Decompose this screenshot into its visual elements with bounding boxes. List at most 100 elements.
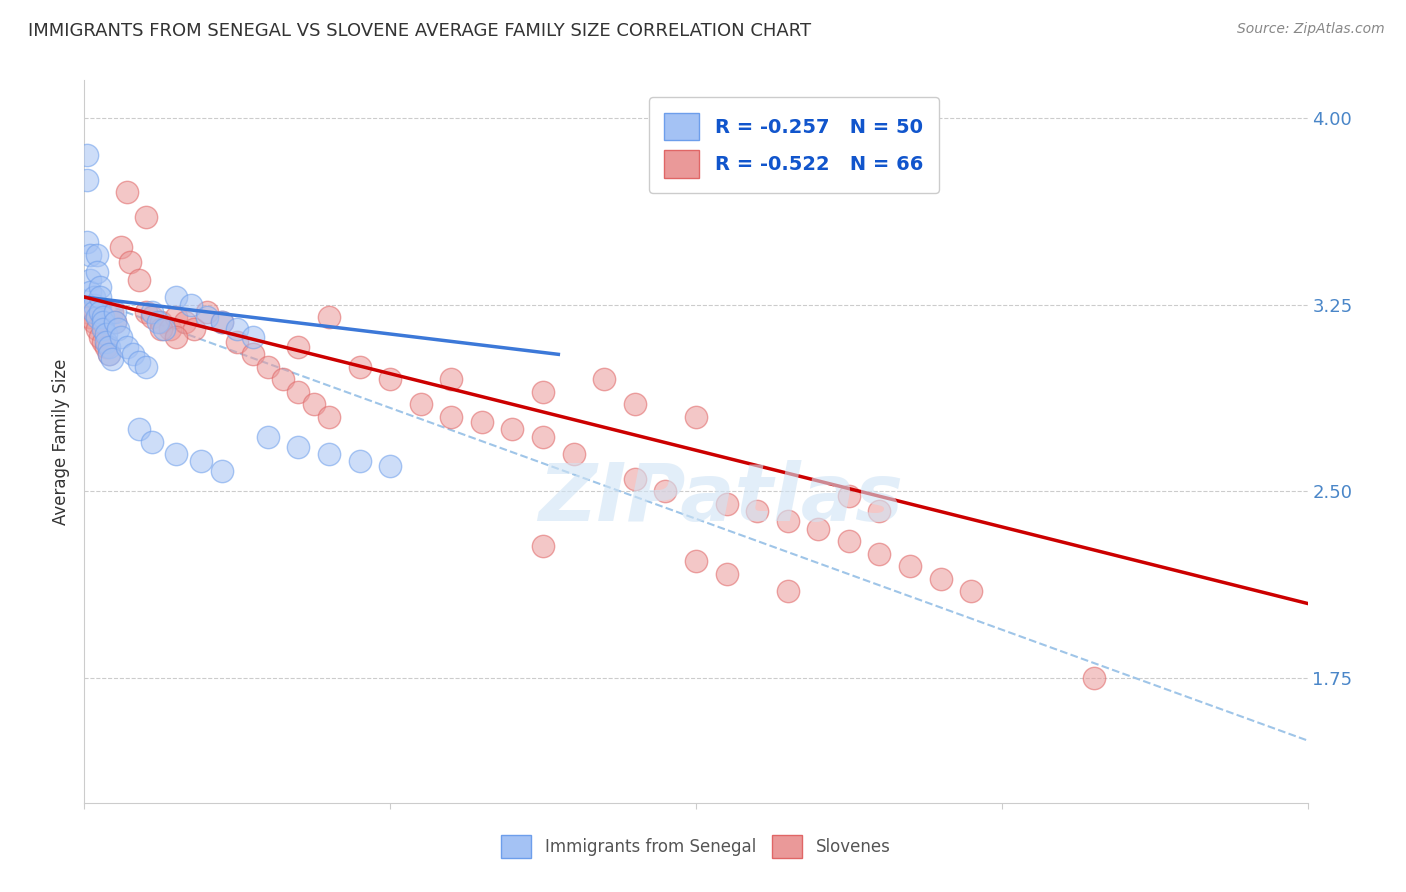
Point <box>149 322 172 336</box>
Point <box>146 315 169 329</box>
Point <box>318 310 340 324</box>
Point <box>531 429 554 443</box>
Point <box>1083 671 1105 685</box>
Point <box>104 315 127 329</box>
Point <box>104 315 127 329</box>
Point <box>183 322 205 336</box>
Point <box>287 340 309 354</box>
Point <box>135 359 157 374</box>
Point <box>76 235 98 250</box>
Point <box>716 497 738 511</box>
Point <box>135 305 157 319</box>
Point <box>716 566 738 581</box>
Point <box>807 522 830 536</box>
Point <box>89 305 111 319</box>
Point <box>97 347 120 361</box>
Point <box>141 310 163 324</box>
Point <box>409 397 432 411</box>
Point <box>165 447 187 461</box>
Point <box>76 173 98 187</box>
Point <box>685 554 707 568</box>
Point <box>94 340 117 354</box>
Point <box>159 322 181 336</box>
Point <box>83 305 105 319</box>
Point <box>110 240 132 254</box>
Point <box>654 484 676 499</box>
Point <box>79 272 101 286</box>
Point <box>211 315 233 329</box>
Point <box>776 584 799 599</box>
Point <box>91 315 114 329</box>
Point <box>440 409 463 424</box>
Point <box>97 347 120 361</box>
Point <box>271 372 294 386</box>
Text: ZIPatlas: ZIPatlas <box>538 460 903 539</box>
Point <box>94 327 117 342</box>
Point <box>110 330 132 344</box>
Point <box>869 547 891 561</box>
Point <box>89 290 111 304</box>
Point <box>960 584 983 599</box>
Point <box>128 272 150 286</box>
Point <box>122 347 145 361</box>
Point <box>471 415 494 429</box>
Point <box>165 330 187 344</box>
Point <box>141 305 163 319</box>
Point <box>91 322 114 336</box>
Y-axis label: Average Family Size: Average Family Size <box>52 359 70 524</box>
Point <box>115 186 138 200</box>
Point <box>89 280 111 294</box>
Point <box>190 454 212 468</box>
Point <box>101 352 124 367</box>
Point <box>562 447 585 461</box>
Point <box>318 447 340 461</box>
Point <box>211 465 233 479</box>
Point <box>128 355 150 369</box>
Point <box>101 305 124 319</box>
Text: Source: ZipAtlas.com: Source: ZipAtlas.com <box>1237 22 1385 37</box>
Point <box>211 315 233 329</box>
Point <box>287 384 309 399</box>
Point <box>107 322 129 336</box>
Point <box>76 305 98 319</box>
Point <box>165 290 187 304</box>
Point <box>302 397 325 411</box>
Point <box>83 297 105 311</box>
Point <box>89 330 111 344</box>
Point <box>531 539 554 553</box>
Point <box>226 322 249 336</box>
Point <box>242 347 264 361</box>
Point <box>349 454 371 468</box>
Point <box>624 397 647 411</box>
Point <box>86 310 108 324</box>
Point <box>869 504 891 518</box>
Point <box>747 504 769 518</box>
Point <box>165 310 187 324</box>
Point <box>86 248 108 262</box>
Point <box>153 322 176 336</box>
Point <box>195 305 218 319</box>
Point <box>380 372 402 386</box>
Point <box>180 297 202 311</box>
Point <box>531 384 554 399</box>
Point <box>76 148 98 162</box>
Point <box>94 334 117 349</box>
Point <box>226 334 249 349</box>
Point <box>838 489 860 503</box>
Point <box>128 422 150 436</box>
Point <box>318 409 340 424</box>
Point <box>79 285 101 299</box>
Point <box>104 305 127 319</box>
Point <box>380 459 402 474</box>
Point <box>287 440 309 454</box>
Point <box>83 290 105 304</box>
Point <box>135 211 157 225</box>
Point <box>349 359 371 374</box>
Point <box>502 422 524 436</box>
Point <box>257 359 280 374</box>
Point <box>86 322 108 336</box>
Point <box>141 434 163 449</box>
Point <box>115 340 138 354</box>
Point <box>79 248 101 262</box>
Point <box>838 534 860 549</box>
